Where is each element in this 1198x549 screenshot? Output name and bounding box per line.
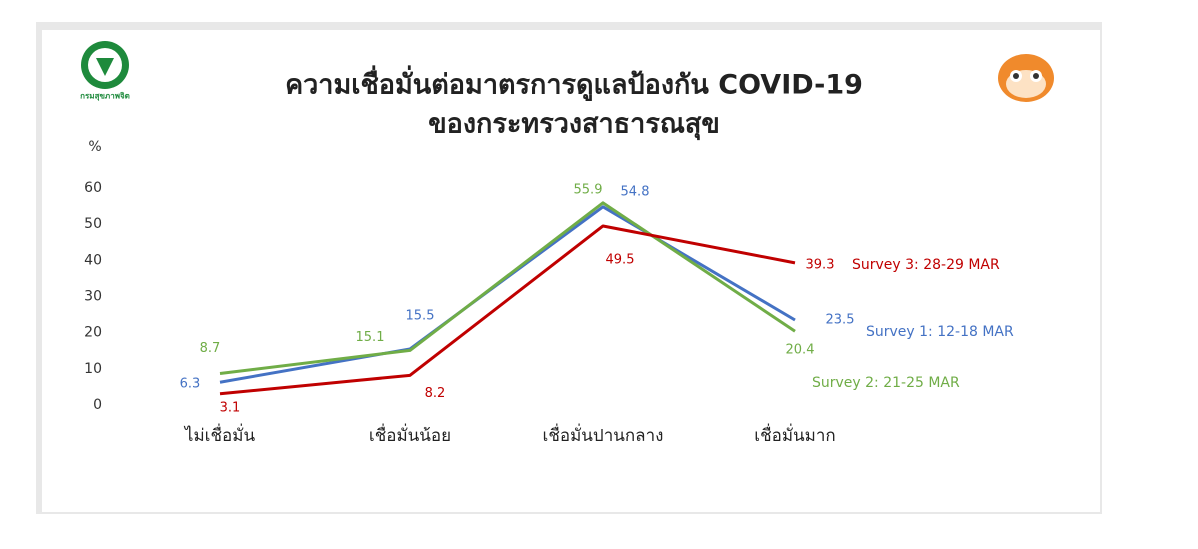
- x-tick-label: เชื่อมั่นมาก: [754, 423, 835, 446]
- y-tick-label: 10: [84, 361, 102, 377]
- data-label: 39.3: [806, 257, 835, 272]
- logo: กรมสุขภาพจิต: [80, 41, 130, 102]
- chart-title: ความเชื่อมั่นต่อมาตรการดูแลป้องกัน COVID…: [285, 65, 863, 102]
- y-tick-label: 30: [84, 289, 102, 305]
- chart-subtitle: ของกระทรวงสาธารณสุข: [428, 109, 720, 141]
- data-label: 54.8: [621, 184, 650, 199]
- y-tick-label: 50: [84, 216, 102, 232]
- x-tick-label: เชื่อมั่นน้อย: [369, 423, 451, 446]
- data-label: 8.7: [200, 341, 221, 356]
- data-label: 15.1: [356, 330, 385, 345]
- series-line: [219, 224, 796, 396]
- data-label: 6.3: [180, 377, 201, 392]
- y-tick-label: 20: [84, 325, 102, 341]
- frame: [42, 30, 1100, 512]
- data-label: 3.1: [220, 400, 241, 415]
- data-label: 23.5: [826, 313, 855, 328]
- data-label: 15.5: [406, 308, 435, 323]
- y-tick-label: 60: [84, 180, 102, 196]
- legend-label: Survey 2: 21-25 MAR: [812, 375, 960, 391]
- data-label: 8.2: [425, 386, 446, 401]
- legend-label: Survey 1: 12-18 MAR: [866, 324, 1014, 340]
- y-tick-label: 0: [93, 397, 102, 413]
- legend-label: Survey 3: 28-29 MAR: [852, 257, 1000, 273]
- y-axis-label: %: [88, 139, 101, 155]
- data-label: 55.9: [574, 182, 603, 197]
- mascot: [998, 54, 1054, 102]
- x-tick-label: เชื่อมั่นปานกลาง: [543, 423, 664, 446]
- data-label: 49.5: [606, 252, 635, 267]
- y-tick-label: 40: [84, 252, 102, 268]
- data-label: 20.4: [786, 343, 815, 358]
- logo-text: กรมสุขภาพจิต: [80, 92, 130, 102]
- x-tick-label: ไม่เชื่อมั่น: [183, 423, 256, 446]
- series-line: [219, 201, 796, 376]
